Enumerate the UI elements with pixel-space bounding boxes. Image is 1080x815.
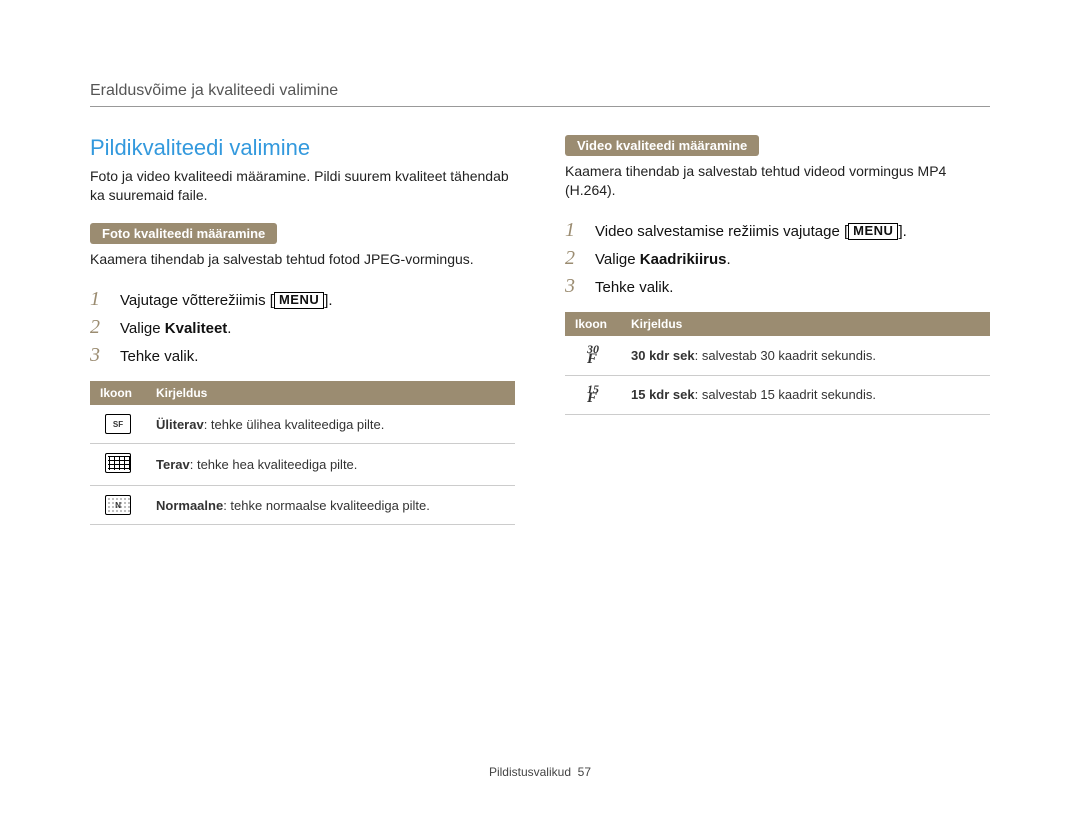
cell-desc: 30 kdr sek: salvestab 30 kaadrit sekundi…	[621, 336, 990, 375]
step-2: 2 Valige Kaadrikiirus.	[565, 248, 990, 268]
page-footer: Pildistusvalikud 57	[0, 765, 1080, 779]
menu-button-icon: MENU	[848, 223, 898, 240]
two-column-layout: Pildikvaliteedi valimine Foto ja video k…	[90, 135, 990, 525]
footer-page-number: 57	[578, 765, 591, 779]
step-text: Tehke valik.	[120, 348, 198, 365]
subsection-text: Kaamera tihendab ja salvestab tehtud vid…	[565, 162, 990, 200]
menu-button-icon: MENU	[274, 292, 324, 309]
manual-page: Eraldusvõime ja kvaliteedi valimine Pild…	[0, 0, 1080, 525]
table-row: Terav: tehke hea kvaliteediga pilte.	[90, 444, 515, 486]
right-column: Video kvaliteedi määramine Kaamera tihen…	[565, 135, 990, 525]
step-number: 2	[90, 317, 106, 337]
fine-icon	[105, 453, 131, 473]
cell-desc: Üliterav: tehke ülihea kvaliteediga pilt…	[146, 405, 515, 444]
th-desc: Kirjeldus	[146, 381, 515, 405]
step-number: 1	[565, 220, 581, 240]
th-icon: Ikoon	[565, 312, 621, 336]
fps15-icon: 15 F	[587, 385, 599, 404]
fps30-icon: 30 F	[587, 345, 599, 364]
cell-desc: Terav: tehke hea kvaliteediga pilte.	[146, 444, 515, 486]
subsection-text: Kaamera tihendab ja salvestab tehtud fot…	[90, 250, 515, 269]
steps-list-left: 1 Vajutage võtterežiimis [MENU]. 2 Valig…	[90, 289, 515, 366]
cell-desc: 15 kdr sek: salvestab 15 kaadrit sekundi…	[621, 375, 990, 414]
table-row: 30 F 30 kdr sek: salvestab 30 kaadrit se…	[565, 336, 990, 375]
th-desc: Kirjeldus	[621, 312, 990, 336]
section-title: Pildikvaliteedi valimine	[90, 135, 515, 161]
subsection-pill-video: Video kvaliteedi määramine	[565, 135, 759, 156]
step-text: Vajutage võtterežiimis [MENU].	[120, 292, 333, 310]
subsection-pill-photo: Foto kvaliteedi määramine	[90, 223, 277, 244]
step-3: 3 Tehke valik.	[565, 276, 990, 296]
step-number: 2	[565, 248, 581, 268]
table-row: SF Üliterav: tehke ülihea kvaliteediga p…	[90, 405, 515, 444]
step-text: Video salvestamise režiimis vajutage [ME…	[595, 223, 907, 241]
step-2: 2 Valige Kvaliteet.	[90, 317, 515, 337]
step-number: 1	[90, 289, 106, 309]
section-intro: Foto ja video kvaliteedi määramine. Pild…	[90, 167, 515, 205]
step-text: Tehke valik.	[595, 279, 673, 296]
step-number: 3	[90, 345, 106, 365]
th-icon: Ikoon	[90, 381, 146, 405]
step-number: 3	[565, 276, 581, 296]
step-3: 3 Tehke valik.	[90, 345, 515, 365]
framerate-table-right: Ikoon Kirjeldus 30 F 30 kdr sek: salvest…	[565, 312, 990, 415]
footer-section: Pildistusvalikud	[489, 765, 571, 779]
step-1: 1 Vajutage võtterežiimis [MENU].	[90, 289, 515, 310]
page-header: Eraldusvõime ja kvaliteedi valimine	[90, 82, 990, 107]
quality-table-left: Ikoon Kirjeldus SF Üliterav: tehke ülihe…	[90, 381, 515, 525]
left-column: Pildikvaliteedi valimine Foto ja video k…	[90, 135, 515, 525]
cell-desc: Normaalne: tehke normaalse kvaliteediga …	[146, 486, 515, 525]
normal-icon: N	[105, 495, 131, 515]
step-text: Valige Kaadrikiirus.	[595, 251, 731, 268]
table-row: N Normaalne: tehke normaalse kvaliteedig…	[90, 486, 515, 525]
superfine-icon: SF	[105, 414, 131, 434]
step-text: Valige Kvaliteet.	[120, 320, 231, 337]
steps-list-right: 1 Video salvestamise režiimis vajutage […	[565, 220, 990, 297]
table-row: 15 F 15 kdr sek: salvestab 15 kaadrit se…	[565, 375, 990, 414]
step-1: 1 Video salvestamise režiimis vajutage […	[565, 220, 990, 241]
